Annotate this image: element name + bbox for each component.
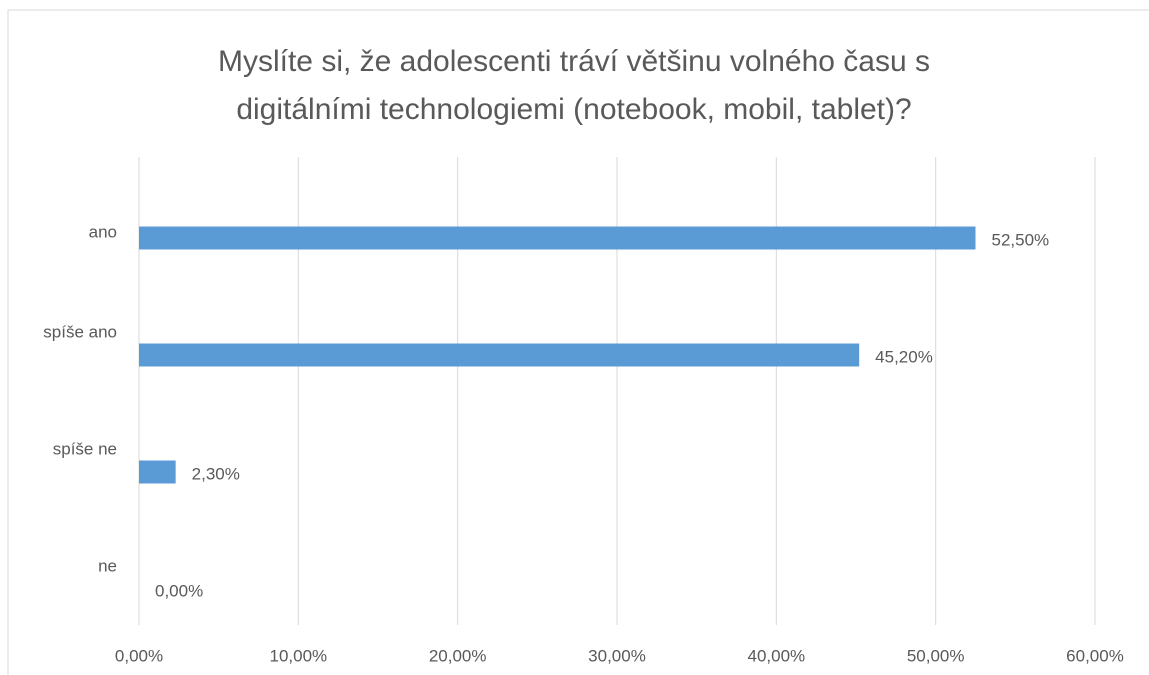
data-label: 52,50% bbox=[992, 230, 1050, 249]
bar bbox=[139, 343, 860, 367]
data-label: 45,20% bbox=[875, 347, 933, 366]
y-tick-label: spíše ano bbox=[43, 322, 117, 341]
chart-border bbox=[7, 9, 1149, 675]
y-tick-label: ne bbox=[98, 556, 117, 575]
y-tick-label: spíše ne bbox=[53, 439, 117, 458]
x-tick-label: 10,00% bbox=[269, 646, 327, 665]
x-tick-label: 0,00% bbox=[115, 646, 163, 665]
x-tick-label: 40,00% bbox=[747, 646, 805, 665]
x-tick-label: 60,00% bbox=[1066, 646, 1124, 665]
chart-title: Myslíte si, že adolescenti tráví většinu… bbox=[217, 45, 930, 126]
data-label: 0,00% bbox=[155, 581, 203, 600]
data-label: 2,30% bbox=[192, 464, 240, 483]
bar bbox=[139, 226, 976, 250]
x-tick-label: 30,00% bbox=[588, 646, 646, 665]
bar bbox=[139, 460, 176, 484]
x-tick-label: 20,00% bbox=[429, 646, 487, 665]
y-tick-label: ano bbox=[89, 222, 117, 241]
x-tick-label: 50,00% bbox=[907, 646, 965, 665]
